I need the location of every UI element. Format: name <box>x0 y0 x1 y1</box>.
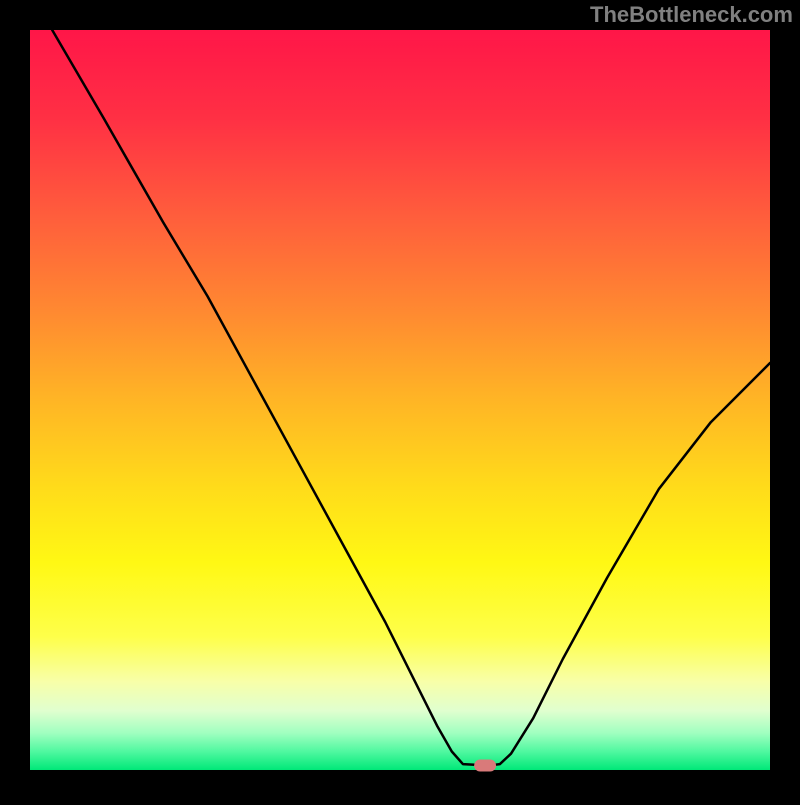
chart-svg <box>0 0 800 800</box>
watermark-text: TheBottleneck.com <box>590 2 793 28</box>
bottleneck-chart <box>0 0 800 805</box>
plot-background <box>30 30 770 770</box>
optimal-marker <box>474 760 496 772</box>
